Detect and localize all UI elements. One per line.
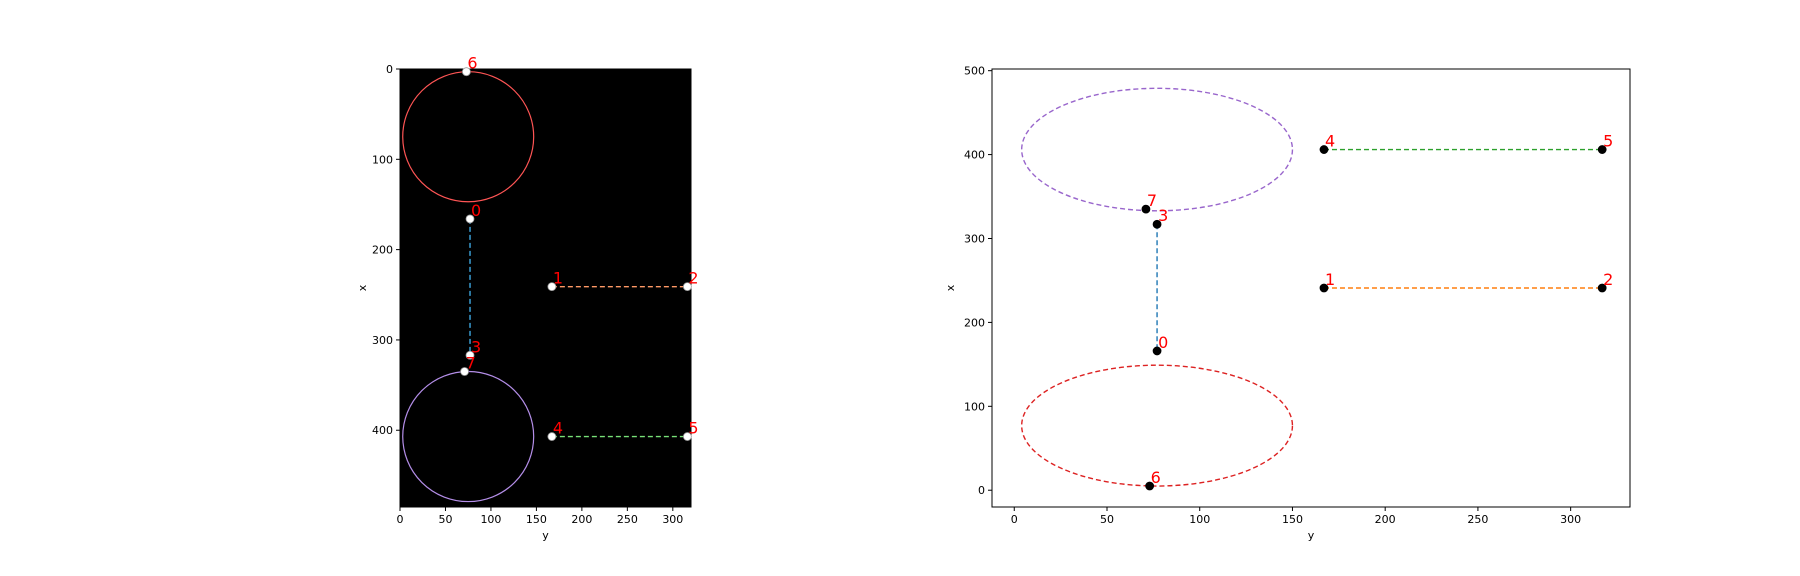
left-x-axis-label: y xyxy=(542,529,549,542)
x-tick-label-50: 50 xyxy=(1100,513,1114,526)
x-tick-label-100: 100 xyxy=(480,513,501,526)
right-x-ticks: 0 50 100 150 200 250 300 xyxy=(1011,507,1581,526)
point-label-5: 5 xyxy=(1603,132,1613,151)
point-7 xyxy=(460,367,469,376)
x-tick-label-150: 150 xyxy=(526,513,547,526)
x-tick-label-250: 250 xyxy=(1467,513,1488,526)
y-tick-label-200: 200 xyxy=(372,244,393,257)
x-tick-label-300: 300 xyxy=(1560,513,1581,526)
left-y-axis-label: x xyxy=(356,284,369,291)
left-shapes: 0 1 2 3 4 5 6 7 xyxy=(402,54,699,503)
point-label-0: 0 xyxy=(1158,333,1168,352)
point-label-6: 6 xyxy=(1151,468,1161,487)
point-2 xyxy=(682,282,692,292)
right-y-axis-label: x xyxy=(944,284,957,291)
ellipse-0 xyxy=(1020,87,1294,212)
left-plot-area xyxy=(399,68,692,508)
y-tick-label-100: 100 xyxy=(372,153,393,166)
point-6 xyxy=(1145,481,1155,491)
x-tick-label-150: 150 xyxy=(1282,513,1303,526)
point-label-0: 0 xyxy=(471,201,481,220)
x-tick-label-0: 0 xyxy=(1011,513,1018,526)
point-1 xyxy=(547,282,557,292)
y-tick-label-200: 200 xyxy=(964,316,985,329)
point-label-7: 7 xyxy=(466,354,476,373)
x-tick-label-250: 250 xyxy=(617,513,638,526)
right-scatter-panel: 0 1 2 3 4 5 6 7 0 50 100 150 200 250 300 0 100 200 300 40… xyxy=(944,65,1631,542)
right-shapes: 0 1 2 3 4 5 6 7 xyxy=(1020,87,1613,491)
y-tick-label-100: 100 xyxy=(964,400,985,413)
point-0 xyxy=(465,214,475,224)
point-label-3: 3 xyxy=(471,337,481,356)
point-label-1: 1 xyxy=(1325,270,1335,289)
right-y-ticks: 0 100 200 300 400 500 xyxy=(964,65,992,497)
y-tick-label-0: 0 xyxy=(978,484,985,497)
point-4 xyxy=(547,432,557,441)
point-1 xyxy=(1319,283,1329,293)
point-4 xyxy=(1319,145,1329,154)
x-tick-label-200: 200 xyxy=(1375,513,1396,526)
point-label-1: 1 xyxy=(553,269,563,288)
y-tick-label-0: 0 xyxy=(386,63,393,76)
right-x-axis-label: y xyxy=(1308,529,1315,542)
right-plot-area xyxy=(991,68,1631,508)
point-label-4: 4 xyxy=(1325,132,1335,151)
point-label-5: 5 xyxy=(688,419,698,438)
point-5 xyxy=(1597,145,1607,154)
point-3 xyxy=(465,350,475,360)
point-5 xyxy=(682,432,692,441)
point-0 xyxy=(1152,346,1162,356)
y-tick-label-400: 400 xyxy=(964,149,985,162)
left-y-ticks: 0 100 200 300 400 xyxy=(372,63,400,437)
y-tick-label-400: 400 xyxy=(372,424,393,437)
left-x-ticks: 0 50 100 150 200 250 300 xyxy=(397,507,683,526)
y-tick-label-500: 500 xyxy=(964,65,985,78)
point-label-7: 7 xyxy=(1147,191,1157,210)
y-tick-label-300: 300 xyxy=(372,334,393,347)
left-image-panel: 0 1 2 3 4 5 6 7 0 50 100 150 200 250 300 0 100 200 300 40… xyxy=(356,54,699,542)
y-tick-label-300: 300 xyxy=(964,232,985,245)
point-3 xyxy=(1152,219,1162,229)
point-label-3: 3 xyxy=(1158,206,1168,225)
ellipse-1 xyxy=(1020,364,1294,487)
x-tick-label-50: 50 xyxy=(438,513,452,526)
x-tick-label-100: 100 xyxy=(1189,513,1210,526)
point-label-6: 6 xyxy=(467,54,477,73)
point-2 xyxy=(1597,283,1607,293)
point-7 xyxy=(1141,204,1151,214)
point-label-4: 4 xyxy=(553,419,563,438)
x-tick-label-300: 300 xyxy=(662,513,683,526)
point-label-2: 2 xyxy=(688,269,698,288)
x-tick-label-0: 0 xyxy=(397,513,404,526)
x-tick-label-200: 200 xyxy=(571,513,592,526)
point-6 xyxy=(461,67,471,77)
point-label-2: 2 xyxy=(1603,270,1613,289)
